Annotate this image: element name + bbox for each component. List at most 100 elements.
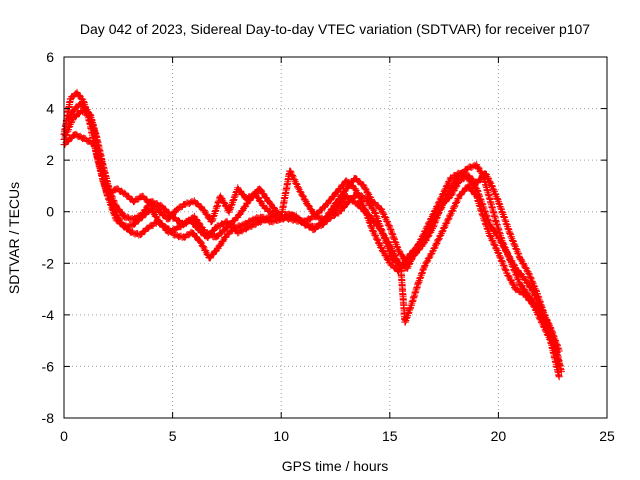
data-point xyxy=(536,315,544,323)
data-point xyxy=(67,111,75,119)
data-point xyxy=(377,205,385,213)
data-points xyxy=(60,88,565,381)
data-point xyxy=(437,231,445,239)
data-point xyxy=(537,318,545,326)
data-point xyxy=(336,194,344,202)
data-point xyxy=(555,373,563,381)
x-tick-label: 25 xyxy=(599,428,615,444)
data-point xyxy=(446,212,454,220)
data-point xyxy=(257,186,265,194)
data-point xyxy=(540,323,548,331)
x-axis-label: GPS time / hours xyxy=(282,458,389,474)
data-point xyxy=(362,185,370,193)
data-point xyxy=(447,211,455,219)
data-point xyxy=(491,241,499,249)
data-point xyxy=(450,203,458,211)
data-point xyxy=(453,199,461,207)
data-point xyxy=(333,188,341,196)
data-point xyxy=(366,201,374,209)
data-point xyxy=(385,222,393,230)
grid-lines xyxy=(64,57,607,418)
data-point xyxy=(411,250,419,258)
data-point xyxy=(395,247,403,255)
data-point xyxy=(220,198,228,206)
data-point xyxy=(427,228,435,236)
data-point xyxy=(423,258,431,266)
data-point xyxy=(110,207,118,215)
data-point xyxy=(301,196,309,204)
data-point xyxy=(509,280,517,288)
data-point xyxy=(517,256,525,264)
data-point xyxy=(118,209,126,217)
data-point xyxy=(487,233,495,241)
data-point xyxy=(503,249,511,257)
data-point xyxy=(380,248,388,256)
data-point xyxy=(521,275,529,283)
data-point xyxy=(342,186,350,194)
data-point xyxy=(375,240,383,248)
data-point xyxy=(199,242,207,250)
data-point xyxy=(532,307,540,315)
data-point xyxy=(488,182,496,190)
data-point xyxy=(428,212,436,220)
data-point xyxy=(457,191,465,199)
data-point xyxy=(340,204,348,212)
chart-title: Day 042 of 2023, Sidereal Day-to-day VTE… xyxy=(80,21,590,37)
data-point xyxy=(491,227,499,235)
data-point xyxy=(438,228,446,236)
data-point xyxy=(517,270,525,278)
data-point xyxy=(379,209,387,217)
data-point xyxy=(522,264,530,272)
data-point xyxy=(139,210,147,218)
data-point xyxy=(500,243,508,251)
data-point xyxy=(365,211,373,219)
data-point xyxy=(491,190,499,198)
y-tick-label: -6 xyxy=(42,358,55,374)
data-point xyxy=(200,207,208,215)
data-point xyxy=(475,164,483,172)
y-tick-label: -2 xyxy=(42,255,55,271)
data-point xyxy=(424,233,432,241)
data-point xyxy=(423,223,431,231)
data-point xyxy=(494,196,502,204)
data-point xyxy=(493,245,501,253)
data-point xyxy=(381,213,389,221)
data-point xyxy=(506,253,514,261)
x-tick-label: 20 xyxy=(491,428,507,444)
plot-frame xyxy=(63,56,608,419)
data-point xyxy=(352,185,360,193)
data-point xyxy=(295,184,303,192)
data-point xyxy=(270,204,278,212)
data-point xyxy=(448,191,456,199)
data-point xyxy=(484,174,492,182)
y-tick-label: 0 xyxy=(46,204,54,220)
data-point xyxy=(443,182,451,190)
data-point xyxy=(142,206,150,214)
x-tick-label: 10 xyxy=(273,428,289,444)
data-point xyxy=(429,224,437,232)
data-point xyxy=(432,240,440,248)
data-point xyxy=(436,195,444,203)
data-point xyxy=(452,183,460,191)
data-point xyxy=(518,281,526,289)
data-point xyxy=(498,239,506,247)
data-point xyxy=(236,210,244,218)
y-tick-label: 6 xyxy=(46,49,54,65)
data-point xyxy=(333,199,341,207)
data-point xyxy=(239,191,247,199)
data-point xyxy=(412,249,420,257)
data-point xyxy=(490,186,498,194)
data-point xyxy=(266,199,274,207)
y-tick-label: -8 xyxy=(42,410,55,426)
y-axis-label: SDTVAR / TECUs xyxy=(6,182,22,294)
data-point xyxy=(197,238,205,246)
y-tick-label: -4 xyxy=(42,307,55,323)
data-point xyxy=(441,223,449,231)
data-point xyxy=(398,251,406,259)
data-point xyxy=(299,192,307,200)
x-tick-label: 15 xyxy=(382,428,398,444)
data-point xyxy=(546,335,554,343)
data-point xyxy=(435,236,443,244)
data-point xyxy=(377,244,385,252)
data-point xyxy=(192,215,200,223)
